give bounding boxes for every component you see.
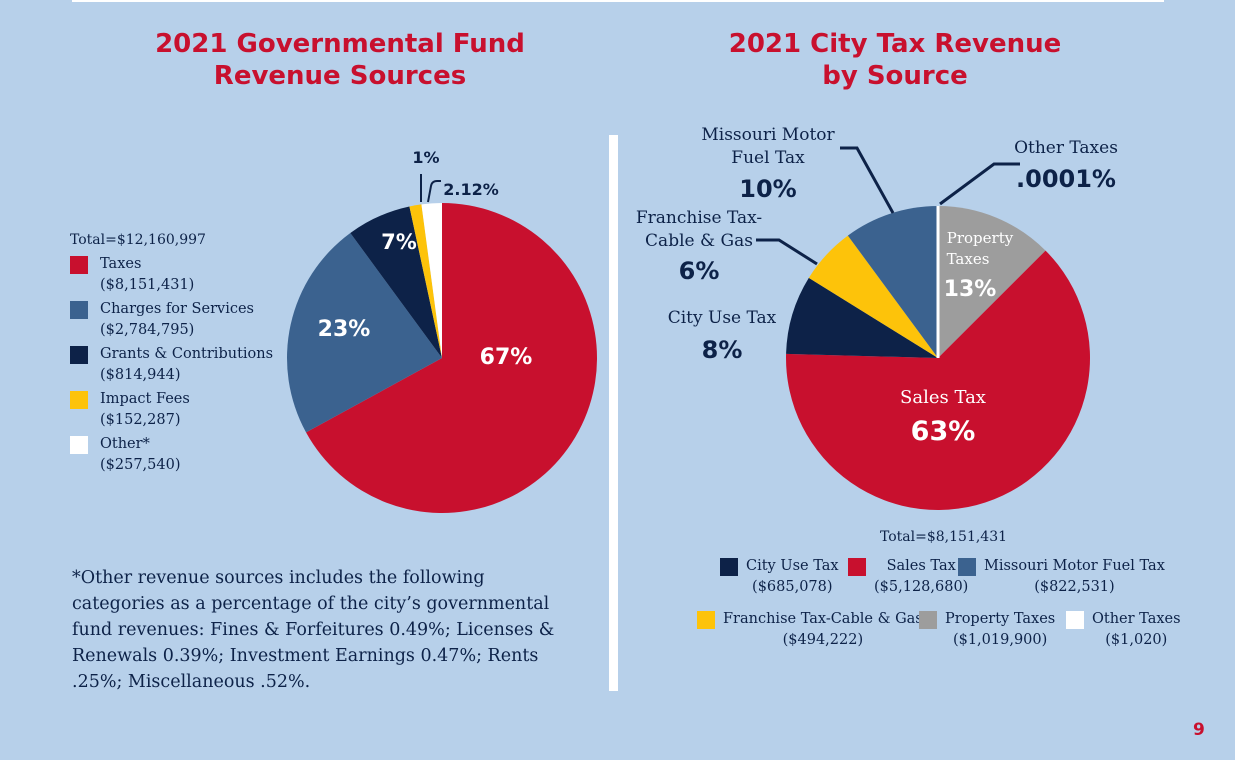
legend2-swatch xyxy=(848,558,866,576)
legend-amount: ($8,151,431) xyxy=(100,277,195,293)
legend2-swatch xyxy=(697,611,715,629)
legend2-item-city-use: City Use Tax ($685,078) xyxy=(720,556,839,598)
leader-line-other xyxy=(427,180,441,203)
legend2-amount: ($494,222) xyxy=(782,632,864,648)
pie-label-motor-fuel-line2: Fuel Tax xyxy=(731,148,805,168)
legend-item-charges: Charges for Services ($2,784,795) xyxy=(70,299,273,341)
chart1-title-line2: Revenue Sources xyxy=(213,61,467,91)
legend-swatch-other xyxy=(70,436,88,454)
legend2-label: Missouri Motor Fuel Tax xyxy=(984,558,1165,574)
chart1-title: 2021 Governmental Fund Revenue Sources xyxy=(110,28,570,92)
pie-value-property: 13% xyxy=(944,277,997,302)
legend2-label: Other Taxes xyxy=(1092,611,1181,627)
pie-slice-city-use-tax xyxy=(786,277,938,358)
legend2-amount: ($685,078) xyxy=(752,579,833,595)
pie-value-franchise: 6% xyxy=(679,257,720,285)
legend-label: Taxes xyxy=(100,256,142,272)
column-divider xyxy=(609,135,618,691)
pie-slice-taxes xyxy=(306,202,598,513)
page-number: 9 xyxy=(1193,720,1205,740)
pie-label-other-taxes: Other Taxes xyxy=(1014,138,1118,158)
legend2-swatch xyxy=(1066,611,1084,629)
pie-slice-property-taxes xyxy=(938,206,1046,358)
top-rule xyxy=(72,0,1164,2)
leader-line-franchise xyxy=(756,238,818,266)
legend2-swatch xyxy=(720,558,738,576)
chart2-title: 2021 City Tax Revenue by Source xyxy=(680,28,1110,92)
legend2-swatch xyxy=(919,611,937,629)
chart1-legend: Total=$12,160,997 Taxes ($8,151,431) Char… xyxy=(70,230,273,479)
pie-slice-impact-fees xyxy=(409,204,442,358)
legend2-item-property: Property Taxes ($1,019,900) xyxy=(919,609,1055,651)
legend2-label: City Use Tax xyxy=(746,558,839,574)
legend-swatch-taxes xyxy=(70,256,88,274)
legend2-amount: ($1,019,900) xyxy=(952,632,1048,648)
legend-swatch-impact xyxy=(70,391,88,409)
chart2-title-line1: 2021 City Tax Revenue xyxy=(728,29,1062,59)
pie-slice-sales-tax xyxy=(786,250,1091,511)
pie-label-impact: 1% xyxy=(412,148,439,167)
legend-item-grants: Grants & Contributions ($814,944) xyxy=(70,344,273,386)
pie-label-property-line1: Property xyxy=(947,229,1014,247)
pie-slice-missouri-motor-fuel-tax xyxy=(847,206,938,358)
legend2-amount: ($822,531) xyxy=(1034,579,1115,595)
legend2-item-motor-fuel: Missouri Motor Fuel Tax ($822,531) xyxy=(958,556,1165,598)
legend2-item-franchise: Franchise Tax-Cable & Gas ($494,222) xyxy=(697,609,923,651)
legend-amount: ($2,784,795) xyxy=(100,322,195,338)
legend2-label: Property Taxes xyxy=(945,611,1056,627)
legend-swatch-grants xyxy=(70,346,88,364)
pie-label-charges: 23% xyxy=(318,317,371,342)
legend-label: Charges for Services xyxy=(100,301,254,317)
pie-slice-other xyxy=(421,203,442,358)
pie-label-taxes: 67% xyxy=(480,345,533,370)
pie-label-franchise-line1: Franchise Tax- xyxy=(636,208,762,228)
legend-item-taxes: Taxes ($8,151,431) xyxy=(70,254,273,296)
chart2-title-line2: by Source xyxy=(822,61,968,91)
legend2-label: Sales Tax xyxy=(886,558,956,574)
legend-amount: ($257,540) xyxy=(100,457,181,473)
legend2-item-other: Other Taxes ($1,020) xyxy=(1066,609,1181,651)
pie-value-motor-fuel: 10% xyxy=(739,175,796,203)
pie-slice-grants-contributions xyxy=(350,206,442,358)
pie-value-other-taxes: .0001% xyxy=(1016,165,1116,193)
legend-amount: ($152,287) xyxy=(100,412,181,428)
pie-label-other: 2.12% xyxy=(443,180,499,199)
chart1-title-line1: 2021 Governmental Fund xyxy=(155,29,525,59)
leader-line-motor-fuel xyxy=(840,146,895,214)
legend-swatch-charges xyxy=(70,301,88,319)
legend-item-impact: Impact Fees ($152,287) xyxy=(70,389,273,431)
chart2-total: Total=$8,151,431 xyxy=(880,529,1008,545)
pie-value-sales: 63% xyxy=(911,416,976,447)
leader-line-other-taxes xyxy=(939,162,1020,206)
legend2-item-sales: Sales Tax ($5,128,680) xyxy=(848,556,968,598)
legend2-amount: ($1,020) xyxy=(1105,632,1168,648)
legend-item-other: Other* ($257,540) xyxy=(70,434,273,476)
legend-label: Impact Fees xyxy=(100,391,190,407)
pie-label-city-use: City Use Tax xyxy=(668,308,777,328)
pie-label-grants: 7% xyxy=(381,230,417,254)
pie-label-motor-fuel-line1: Missouri Motor xyxy=(701,125,835,145)
pie-slice-franchise-tax-cable-gas xyxy=(808,235,938,358)
legend2-amount: ($5,128,680) xyxy=(874,579,969,595)
footnote: *Other revenue sources includes the foll… xyxy=(72,568,555,692)
chart1-total: Total=$12,160,997 xyxy=(70,232,206,248)
legend-label: Grants & Contributions xyxy=(100,346,274,362)
pie-label-property-line2: Taxes xyxy=(947,250,990,268)
legend-label: Other* xyxy=(100,436,150,452)
legend-amount: ($814,944) xyxy=(100,367,181,383)
legend2-swatch xyxy=(958,558,976,576)
pie-slice-charges-for-services xyxy=(287,233,442,433)
legend2-label: Franchise Tax-Cable & Gas xyxy=(723,611,923,627)
pie-label-sales: Sales Tax xyxy=(900,387,986,408)
pie-value-city-use: 8% xyxy=(702,336,743,364)
pie-label-franchise-line2: Cable & Gas xyxy=(645,231,753,251)
